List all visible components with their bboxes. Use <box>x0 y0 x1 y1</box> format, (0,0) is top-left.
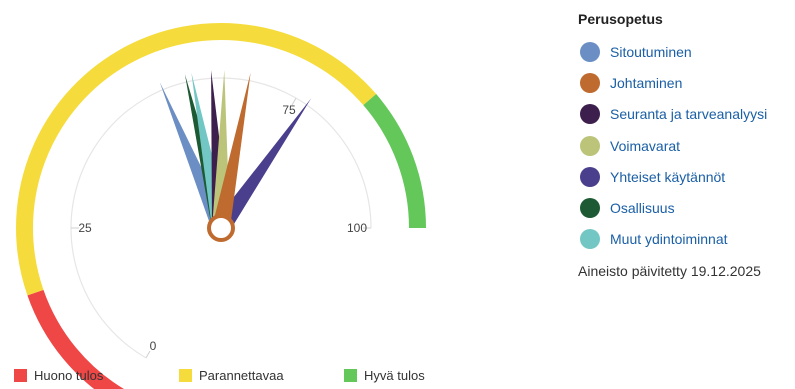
legend-panel: Perusopetus Sitoutuminen Johtaminen Seuran… <box>578 8 793 279</box>
legend-dot-icon <box>580 166 600 187</box>
band-swatch-icon <box>344 369 357 382</box>
legend-label: Seuranta ja tarveanalyysi <box>610 106 768 123</box>
gauge-pivot <box>207 214 235 242</box>
legend-dot-icon <box>580 72 600 93</box>
legend-item[interactable]: Johtaminen <box>578 67 793 98</box>
series-legend: Sitoutuminen Johtaminen Seuranta ja tarvea… <box>578 36 793 255</box>
legend-label: Muut ydintoiminnat <box>610 231 728 248</box>
gauge-chart: 0 25 75 100 <box>16 23 426 389</box>
legend-dot-icon <box>580 41 600 62</box>
legend-title: Perusopetus <box>578 11 663 27</box>
legend-label: Sitoutuminen <box>610 43 692 60</box>
gauge-needle <box>212 72 251 230</box>
legend-dot-icon <box>580 104 600 125</box>
gauge-tick-label: 25 <box>78 221 92 235</box>
gauge-tick <box>291 97 297 106</box>
legend-label: Johtaminen <box>610 74 683 91</box>
band-label: Huono tulos <box>34 368 104 383</box>
gauge-tick-label: 0 <box>150 339 157 353</box>
legend-item[interactable]: Sitoutuminen <box>578 36 793 67</box>
band-legend-item: Parannettavaa <box>179 368 284 383</box>
gauge-tick-label: 100 <box>347 221 367 235</box>
band-swatch-icon <box>14 369 27 382</box>
gauge-tick-label: 75 <box>282 103 296 117</box>
gauge-band <box>16 23 377 296</box>
gauge-band <box>363 94 426 229</box>
band-legend-item: Huono tulos <box>14 368 103 383</box>
band-label: Hyvä tulos <box>364 368 425 383</box>
legend-dot-icon <box>580 135 600 156</box>
legend-dot-icon <box>580 229 600 250</box>
legend-item[interactable]: Seuranta ja tarveanalyysi <box>578 99 793 130</box>
legend-item[interactable]: Yhteiset käytännöt <box>578 161 793 192</box>
updated-text: Aineisto päivitetty 19.12.2025 <box>578 263 761 280</box>
band-label: Parannettavaa <box>199 368 284 383</box>
gauge-inner-track <box>70 77 372 359</box>
legend-item[interactable]: Osallisuus <box>578 192 793 223</box>
gauge-band <box>27 289 125 389</box>
gauge-needle <box>213 98 312 234</box>
band-legend-item: Hyvä tulos <box>344 368 425 383</box>
legend-item[interactable]: Muut ydintoiminnat <box>578 224 793 255</box>
legend-label: Voimavarat <box>610 137 681 154</box>
gauge-tick <box>145 350 151 359</box>
legend-dot-icon <box>580 198 600 219</box>
legend-item[interactable]: Voimavarat <box>578 130 793 161</box>
band-swatch-icon <box>179 369 192 382</box>
legend-label: Yhteiset käytännöt <box>610 168 726 185</box>
legend-label: Osallisuus <box>610 200 675 217</box>
